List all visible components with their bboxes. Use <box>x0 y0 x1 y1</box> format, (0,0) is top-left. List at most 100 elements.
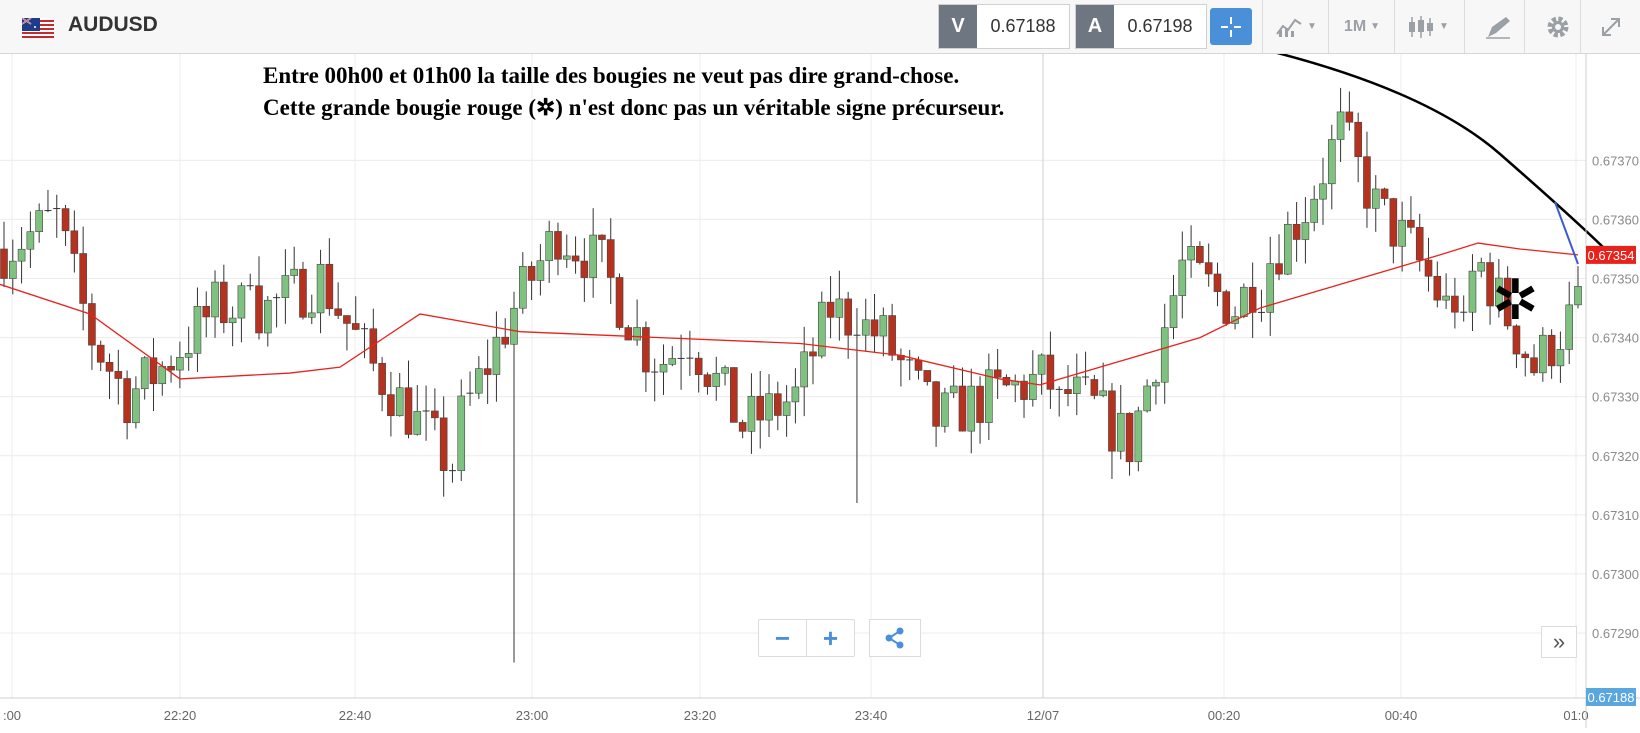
price-tick-label: 0.67300 <box>1592 567 1639 582</box>
candle-bearish <box>1521 353 1530 359</box>
candle-bearish <box>70 230 79 254</box>
candle-bullish <box>228 317 237 324</box>
candle-bullish <box>967 385 976 432</box>
candle-bullish <box>413 411 422 435</box>
candle-bullish <box>1160 327 1169 383</box>
candle-bearish <box>1512 325 1521 355</box>
candle-bullish <box>985 369 993 423</box>
candlestick-chart[interactable]: 0.67370 0.67360 0.67350 0.67340 0.67330 0.673… <box>0 40 1640 728</box>
candle-bullish <box>589 234 597 278</box>
candle-bearish <box>976 385 984 423</box>
indicators-button[interactable]: ▼ <box>1262 0 1329 53</box>
candle-bearish <box>1090 379 1099 396</box>
chevron-down-icon: ▼ <box>1439 21 1449 32</box>
candle-bullish <box>1556 349 1565 367</box>
candle-bullish <box>879 315 888 337</box>
candle-bullish <box>26 231 35 250</box>
candle-bullish <box>668 358 677 365</box>
candle-bearish <box>694 357 703 375</box>
candle-bullish <box>132 388 140 424</box>
candle-bullish <box>562 255 571 260</box>
candle-bearish <box>343 315 351 324</box>
fullscreen-button[interactable] <box>1580 0 1640 53</box>
candle-bearish <box>1415 227 1424 261</box>
candle-bullish <box>817 301 826 357</box>
time-tick-label: 00:20 <box>1208 708 1241 723</box>
share-button[interactable] <box>869 619 921 657</box>
candle-bearish <box>1108 390 1116 452</box>
candle-bearish <box>580 260 589 278</box>
candle-bullish <box>1336 111 1345 140</box>
candle-bullish <box>1371 188 1380 209</box>
candle-bearish <box>431 410 439 419</box>
candle-bullish <box>1152 381 1160 387</box>
indicator-chart-icon <box>1276 18 1302 37</box>
candle-bullish <box>1565 304 1574 350</box>
candle-bullish <box>1442 295 1450 301</box>
time-tick-label: 22:40 <box>339 708 372 723</box>
candle-bearish <box>1275 263 1283 275</box>
price-chart[interactable]: 0.67370 0.67360 0.67350 0.67340 0.67330 0.673… <box>0 40 1640 728</box>
candle-bearish <box>299 268 307 318</box>
candle-bearish <box>1196 245 1204 263</box>
candle-bullish <box>290 268 298 276</box>
double-chevron-right-icon: » <box>1552 629 1566 654</box>
time-tick-label: 23:20 <box>684 708 717 723</box>
candle-bullish <box>1327 139 1336 185</box>
candle-bullish <box>1310 198 1319 223</box>
share-icon <box>885 627 904 649</box>
gear-icon <box>1547 16 1569 37</box>
crosshair-button[interactable] <box>1210 8 1252 45</box>
candle-bullish <box>721 367 729 374</box>
candle-bearish <box>993 369 1002 378</box>
minus-icon: − <box>774 622 791 653</box>
candle-bullish <box>1477 262 1486 272</box>
chart-type-button[interactable]: ▼ <box>1394 0 1461 53</box>
candle-bullish <box>184 353 193 358</box>
candle-bearish <box>730 367 738 423</box>
candle-bearish <box>61 208 70 232</box>
candle-bullish <box>712 372 721 387</box>
annotation-text: Entre 00h00 et 01h00 la taille des bougi… <box>263 60 1004 124</box>
candle-bearish <box>870 319 879 337</box>
zoom-in-button[interactable]: + <box>807 620 854 656</box>
time-tick-label: 23:40 <box>855 708 888 723</box>
chart-toolbar: AUDUSD V 0.67188 A 0.67198 ▼ 1M ▼ <box>0 0 1640 54</box>
candle-bearish <box>914 359 923 371</box>
candle-bearish <box>1222 291 1231 324</box>
crosshair-icon <box>1221 16 1241 37</box>
candle-bullish <box>1072 376 1081 394</box>
candle-bullish <box>1398 219 1406 247</box>
candle-bearish <box>1292 223 1301 240</box>
time-tick-label: 22:20 <box>164 708 197 723</box>
price-tick-label: 0.67330 <box>1592 390 1639 405</box>
buy-price-box[interactable]: A 0.67198 <box>1075 4 1207 49</box>
candle-bullish <box>1574 286 1582 306</box>
sell-price-box[interactable]: V 0.67188 <box>938 4 1070 49</box>
scroll-to-end-button[interactable]: » <box>1541 626 1577 658</box>
zoom-out-button[interactable]: − <box>759 620 807 656</box>
candle-bullish <box>1240 286 1248 317</box>
ma-value-badge <box>1586 245 1636 264</box>
candle-bearish <box>571 255 580 262</box>
candle-bearish <box>1547 334 1556 367</box>
buy-tag: A <box>1076 5 1114 48</box>
annotation-line-1: Entre 00h00 et 01h00 la taille des bougi… <box>263 63 960 88</box>
price-tick-label: 0.67350 <box>1592 272 1639 287</box>
candle-bullish <box>307 312 316 318</box>
candle-bearish <box>1363 156 1371 209</box>
sell-price: 0.67188 <box>990 16 1056 36</box>
moving-average-line <box>0 242 1579 386</box>
candle-bullish <box>545 231 553 261</box>
candle-bullish <box>765 393 773 421</box>
timeframe-button[interactable]: 1M ▼ <box>1328 0 1395 53</box>
settings-button[interactable] <box>1524 0 1591 53</box>
candle-bearish <box>149 357 158 385</box>
candle-bearish <box>527 266 536 281</box>
candle-bullish <box>316 263 325 314</box>
candle-bearish <box>844 298 852 336</box>
timeframe-label: 1M <box>1343 17 1367 35</box>
candle-bullish <box>1266 263 1275 313</box>
drawing-tools-button[interactable] <box>1464 0 1531 53</box>
candle-bearish <box>1248 286 1257 313</box>
